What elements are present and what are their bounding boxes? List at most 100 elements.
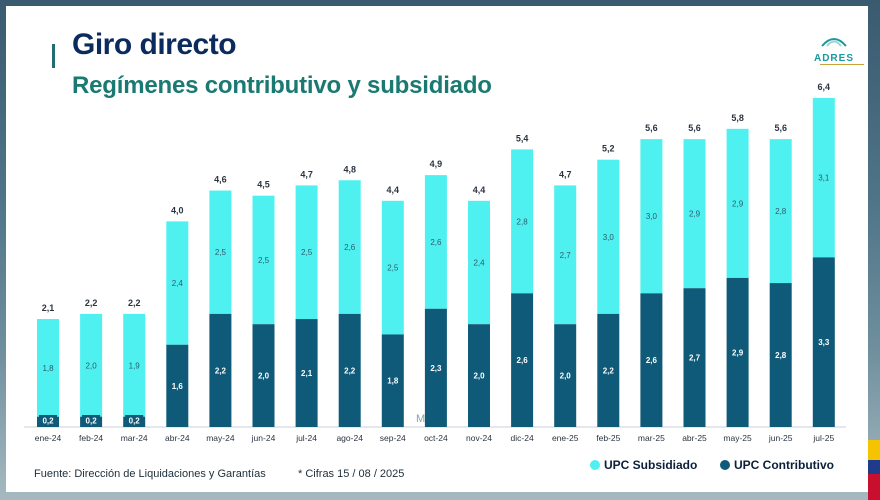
bar-subsidiado (597, 159, 620, 314)
bar-subsidiado (812, 98, 835, 258)
x-tick-label: abr-25 (682, 433, 707, 443)
badge-contributivo (39, 415, 57, 426)
x-tick-label: nov-24 (466, 433, 492, 443)
page-title: Giro directo (72, 28, 237, 61)
bar-contributivo (511, 293, 534, 427)
legend-label-subsidiado: UPC Subsidiado (604, 458, 698, 472)
label-total: 4,4 (473, 185, 486, 195)
legend-swatch-subsidiado (590, 460, 600, 470)
label-subsidiado: 3,0 (646, 212, 658, 221)
x-tick-label: sep-24 (380, 433, 406, 443)
x-tick-label: jun-24 (251, 433, 276, 443)
bar-subsidiado (683, 139, 706, 289)
x-tick-label: jun-25 (768, 433, 793, 443)
label-contributivo: 2,2 (603, 366, 615, 375)
bar-subsidiado (123, 313, 146, 417)
label-contributivo: 0,2 (42, 417, 54, 426)
label-contributivo: 2,6 (517, 356, 529, 365)
bar-contributivo (295, 319, 318, 427)
label-contributivo: 1,6 (172, 382, 184, 391)
label-total: 5,4 (516, 133, 529, 143)
label-total: 5,6 (774, 123, 787, 133)
x-tick-label: mar-25 (638, 433, 665, 443)
bar-subsidiado (381, 200, 404, 335)
label-subsidiado: 3,1 (818, 174, 830, 183)
bar-subsidiado (209, 190, 232, 314)
label-contributivo: 2,7 (689, 354, 701, 363)
label-subsidiado: 2,9 (732, 199, 744, 208)
x-tick-label: ago-24 (336, 433, 363, 443)
bar-contributivo (812, 257, 835, 427)
label-total: 5,6 (645, 123, 658, 133)
legend-swatch-contributivo (720, 460, 730, 470)
label-subsidiado: 2,5 (387, 264, 399, 273)
label-subsidiado: 2,5 (301, 248, 313, 257)
label-contributivo: 0,2 (86, 417, 98, 426)
label-contributivo: 2,2 (344, 366, 356, 375)
label-subsidiado: 2,8 (517, 217, 529, 226)
bar-contributivo (252, 324, 275, 427)
x-tick-label: jul-25 (812, 433, 834, 443)
page-subtitle: Regímenes contributivo y subsidiado (72, 72, 492, 99)
label-contributivo: 1,8 (387, 377, 399, 386)
label-total: 4,5 (257, 180, 270, 190)
label-contributivo: 3,3 (818, 338, 830, 347)
bar-contributivo (166, 344, 189, 427)
colombia-flag-icon (868, 440, 880, 500)
x-tick-label: ene-24 (35, 433, 62, 443)
label-total: 2,2 (128, 298, 141, 308)
bar-contributivo (597, 313, 620, 427)
label-total: 4,9 (430, 159, 443, 169)
bar-contributivo (381, 334, 404, 427)
label-subsidiado: 2,9 (689, 210, 701, 219)
label-subsidiado: 1,9 (129, 361, 141, 370)
bar-subsidiado (511, 149, 534, 294)
label-contributivo: 2,3 (430, 364, 442, 373)
bars-group: 1,8 0,2 2,1 ene-24 2,0 0,2 2,2 feb-24 1,9 0,2 2,2 m… (35, 82, 835, 443)
label-subsidiado: 2,0 (86, 361, 98, 370)
bar-subsidiado (37, 319, 59, 417)
label-subsidiado: 2,8 (775, 207, 787, 216)
label-total: 4,7 (300, 169, 313, 179)
label-subsidiado: 2,4 (172, 279, 184, 288)
bar-subsidiado (338, 180, 361, 314)
label-total: 5,6 (688, 123, 701, 133)
label-subsidiado: 2,6 (344, 243, 356, 252)
bar-contributivo (468, 324, 490, 427)
bar-contributivo (726, 277, 749, 427)
label-contributivo: 2,2 (215, 366, 227, 375)
bar-subsidiado (252, 195, 275, 325)
label-contributivo: 2,0 (560, 372, 572, 381)
legend-subsidiado: UPC Subsidiado (590, 458, 697, 472)
label-total: 4,4 (387, 185, 400, 195)
x-tick-label: feb-24 (79, 433, 103, 443)
label-subsidiado: 2,5 (258, 256, 270, 265)
label-subsidiado: 2,5 (215, 248, 227, 257)
bar-subsidiado (726, 128, 749, 278)
label-contributivo: 2,0 (258, 372, 270, 381)
bar-contributivo (554, 324, 577, 427)
label-subsidiado: 2,4 (473, 259, 485, 268)
bar-subsidiado (468, 200, 490, 325)
x-tick-label: ene-25 (552, 433, 579, 443)
badge-contributivo (125, 415, 144, 426)
bar-contributivo (683, 288, 706, 427)
label-contributivo: 2,6 (646, 356, 658, 365)
x-tick-label: mar-24 (121, 433, 148, 443)
bar-contributivo (338, 313, 361, 427)
x-tick-label: dic-24 (511, 433, 534, 443)
label-total: 4,7 (559, 169, 572, 179)
bar-subsidiado (554, 185, 577, 325)
label-total: 2,1 (42, 303, 55, 313)
label-contributivo: 0,2 (129, 417, 141, 426)
label-total: 5,8 (731, 113, 744, 123)
bar-subsidiado (769, 139, 792, 284)
badge-contributivo (82, 415, 101, 426)
x-tick-label: abr-24 (165, 433, 190, 443)
source-note: Fuente: Dirección de Liquidaciones y Gar… (34, 468, 266, 480)
label-contributivo: 2,9 (732, 348, 744, 357)
logo-underline (820, 64, 864, 65)
label-subsidiado: 1,8 (42, 364, 54, 373)
bar-subsidiado (424, 175, 447, 309)
label-subsidiado: 2,7 (560, 251, 572, 260)
